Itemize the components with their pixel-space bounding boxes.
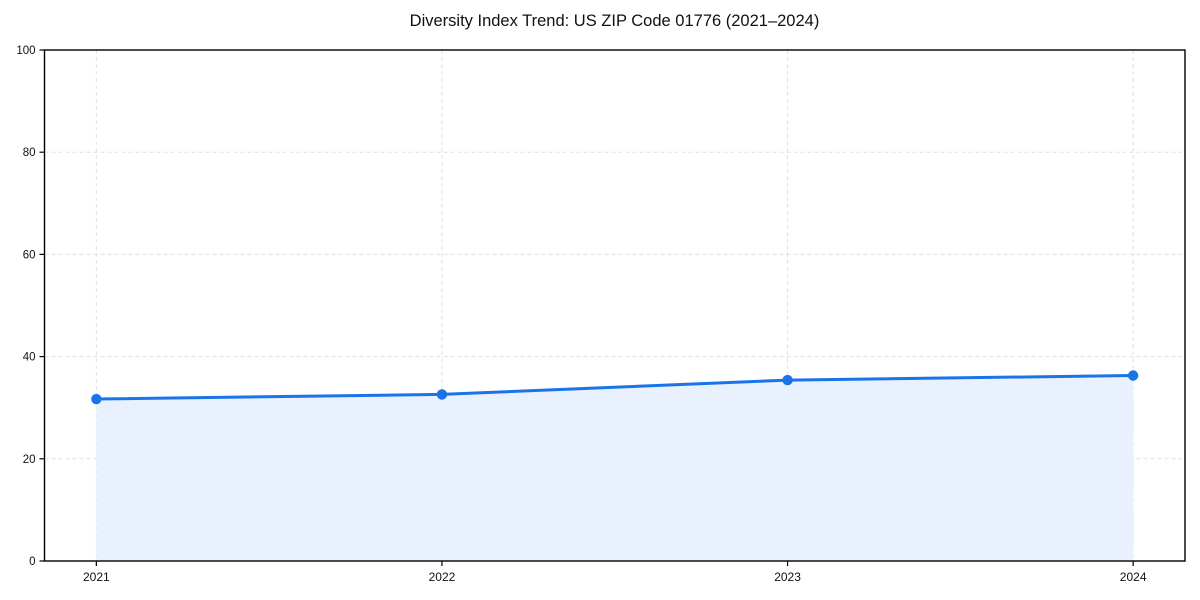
data-point-2021 xyxy=(91,393,102,405)
y-tick-label: 80 xyxy=(23,147,36,159)
trend-line xyxy=(94,374,1135,401)
y-tick-label: 40 xyxy=(23,352,36,364)
plot-border xyxy=(43,49,1186,562)
x-tick-label: 2022 xyxy=(429,570,456,584)
x-tick-label: 2021 xyxy=(83,570,110,584)
y-tick-label: 60 xyxy=(23,249,36,261)
y-tick-label: 20 xyxy=(23,454,36,466)
chart-title: Diversity Index Trend: US ZIP Code 01776… xyxy=(409,12,820,30)
x-tick-label: 2023 xyxy=(774,570,801,584)
data-point-2023 xyxy=(782,374,793,386)
y-tick-label: 100 xyxy=(16,45,35,57)
area-fill xyxy=(96,375,1134,561)
data-point-2022 xyxy=(436,389,448,400)
x-tick-label: 2024 xyxy=(1120,570,1147,584)
data-point-2024 xyxy=(1127,370,1139,381)
y-tick-label: 0 xyxy=(29,556,35,568)
